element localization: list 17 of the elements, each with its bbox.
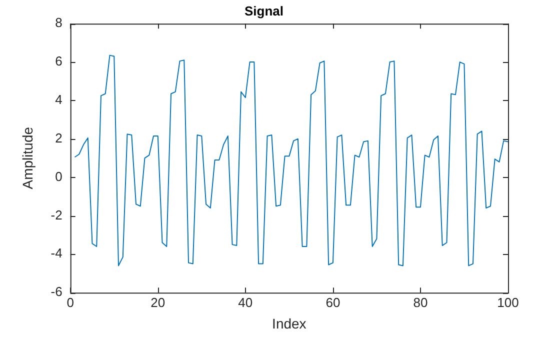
x-tick-label: 0 (66, 294, 74, 310)
y-axis-title: Amplitude (19, 126, 36, 190)
y-tick-label: 2 (55, 130, 62, 146)
y-tick-label: 6 (55, 54, 62, 69)
x-tick-label: 60 (326, 294, 340, 310)
y-tick-label: 8 (55, 15, 62, 30)
y-tick-label: -6 (50, 284, 62, 300)
y-tick-label: 4 (55, 92, 62, 108)
y-tick-label: 0 (55, 168, 62, 184)
chart-title: Signal (244, 3, 284, 18)
x-axis-title: Index (272, 315, 306, 332)
x-tick-label: 20 (150, 294, 166, 310)
x-tick-label: 100 (497, 294, 519, 310)
x-tick-label: 80 (413, 294, 428, 310)
y-tick-label: -2 (50, 207, 62, 222)
x-tick-label: 40 (238, 294, 253, 310)
y-tick-label: -4 (50, 246, 62, 261)
